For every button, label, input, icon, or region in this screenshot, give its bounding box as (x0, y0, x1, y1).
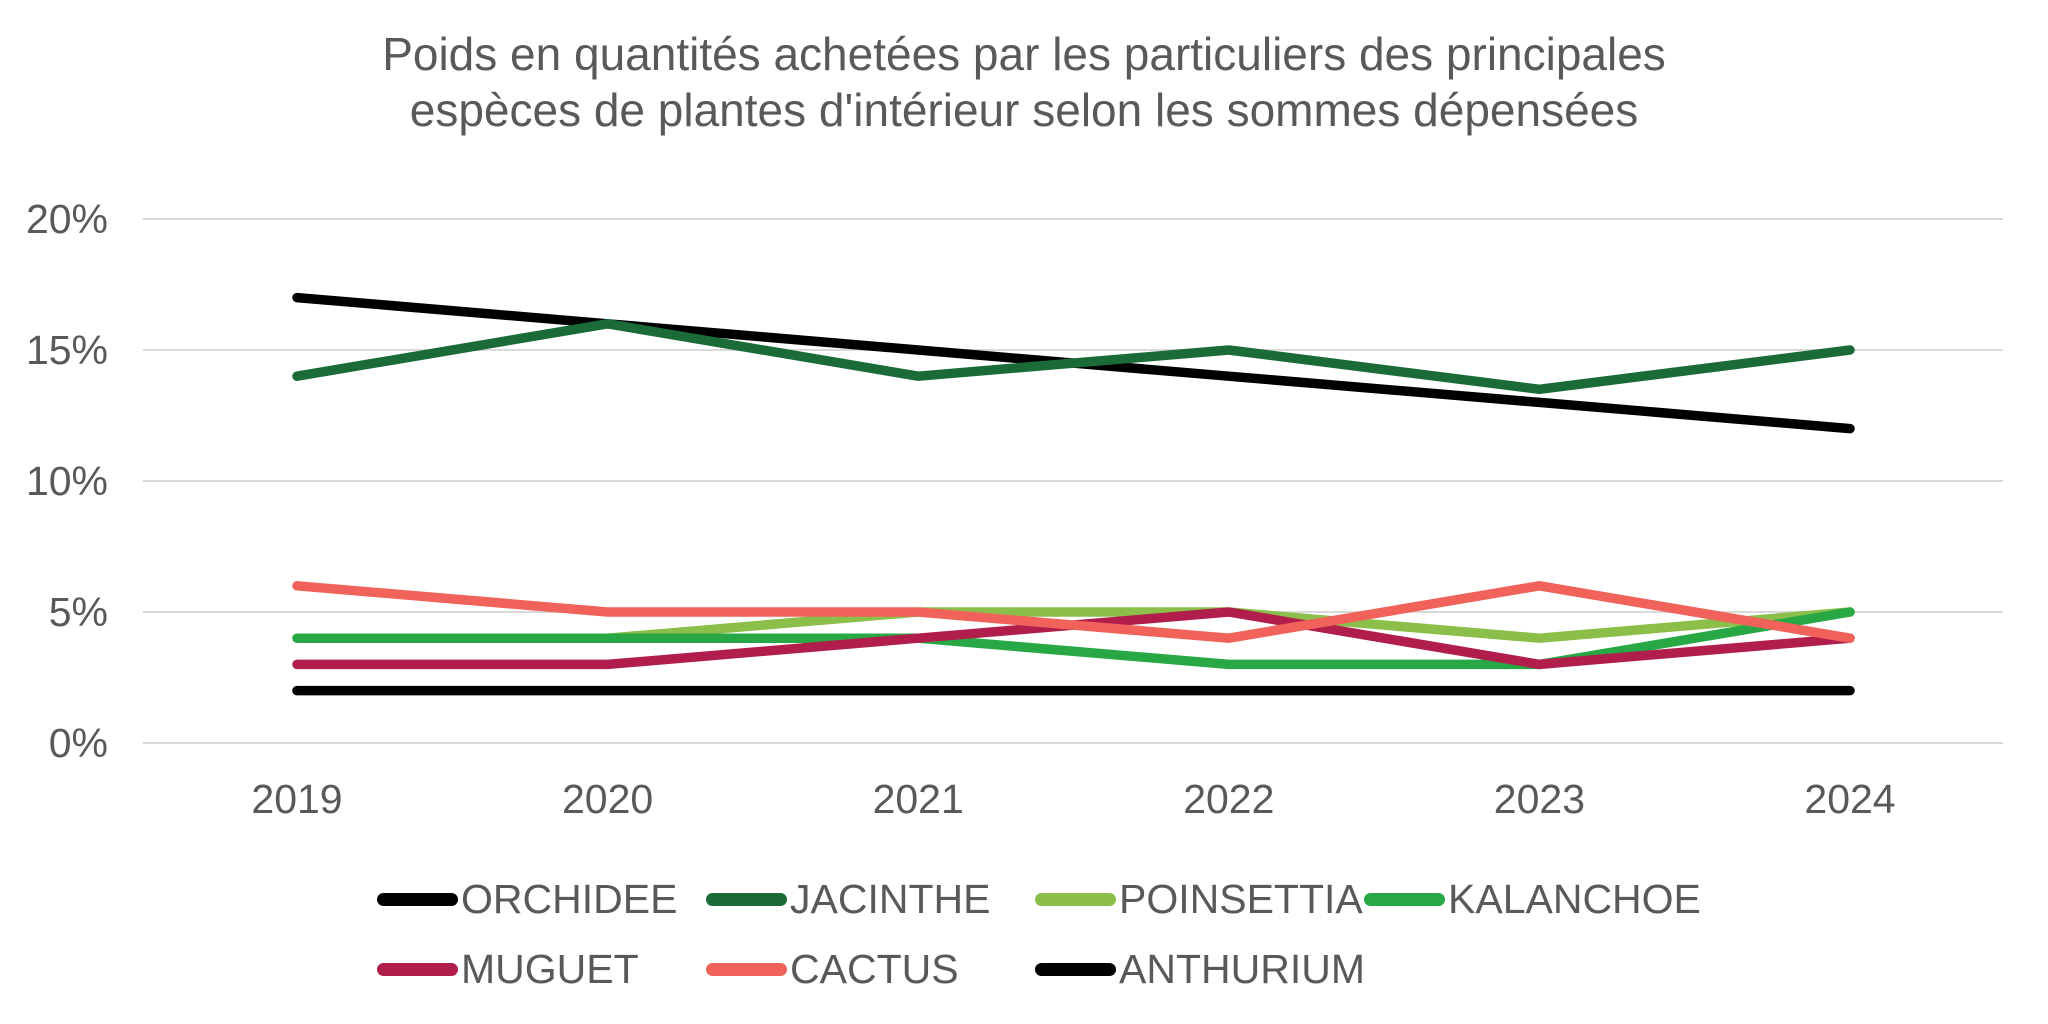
legend-item-cactus: CACTUS (706, 946, 1035, 993)
legend-label: POINSETTIA (1119, 875, 1363, 922)
legend-item-poinsettia: POINSETTIA (1035, 876, 1364, 923)
x-tick-label: 2020 (562, 776, 653, 822)
series-line-jacinthe (292, 319, 1855, 395)
legend-swatch-anthurium (1035, 962, 1116, 976)
x-tick-label: 2023 (1494, 776, 1585, 822)
chart-title-line-2: espèces de plantes d'intérieur selon les… (409, 84, 1639, 136)
x-tick-label: 2019 (251, 776, 342, 822)
y-tick-label: 15% (26, 327, 108, 373)
y-tick-label: 0% (49, 720, 108, 766)
legend-label: ORCHIDEE (461, 875, 678, 922)
legend-label: CACTUS (790, 945, 959, 992)
legend-item-kalanchoe: KALANCHOE (1364, 876, 1701, 923)
legend-item-muguet: MUGUET (377, 946, 706, 993)
legend-item-orchidee: ORCHIDEE (377, 876, 706, 923)
y-tick-label: 10% (26, 458, 108, 504)
legend-item-anthurium: ANTHURIUM (1035, 945, 1365, 993)
legend-swatch-kalanchoe (1364, 892, 1445, 906)
chart-legend: ORCHIDEE JACINTHE POINSETTIA KALANCHOE MUGUE… (377, 864, 1701, 1004)
legend-swatch-orchidee (377, 892, 458, 906)
legend-swatch-cactus (706, 962, 787, 976)
legend-label: KALANCHOE (1448, 875, 1701, 922)
series-line-cactus (292, 581, 1855, 643)
legend-row-2: MUGUET CACTUS ANTHURIUM (377, 934, 1693, 1004)
legend-swatch-muguet (377, 962, 458, 976)
chart-title-line-1: Poids en quantités achetées par les part… (382, 28, 1666, 80)
y-tick-label: 20% (26, 196, 108, 242)
y-tick-label: 5% (49, 589, 108, 635)
legend-label: ANTHURIUM (1119, 945, 1365, 992)
legend-label: JACINTHE (790, 875, 991, 922)
legend-swatch-poinsettia (1035, 892, 1116, 906)
legend-label: MUGUET (461, 945, 639, 992)
legend-swatch-jacinthe (706, 892, 787, 906)
legend-item-jacinthe: JACINTHE (706, 876, 1035, 923)
x-tick-label: 2024 (1804, 776, 1895, 822)
chart-title: Poids en quantités achetées par les part… (0, 26, 2048, 138)
legend-row-1: ORCHIDEE JACINTHE POINSETTIA KALANCHOE (377, 864, 1701, 934)
x-tick-label: 2022 (1183, 776, 1274, 822)
x-tick-label: 2021 (873, 776, 964, 822)
